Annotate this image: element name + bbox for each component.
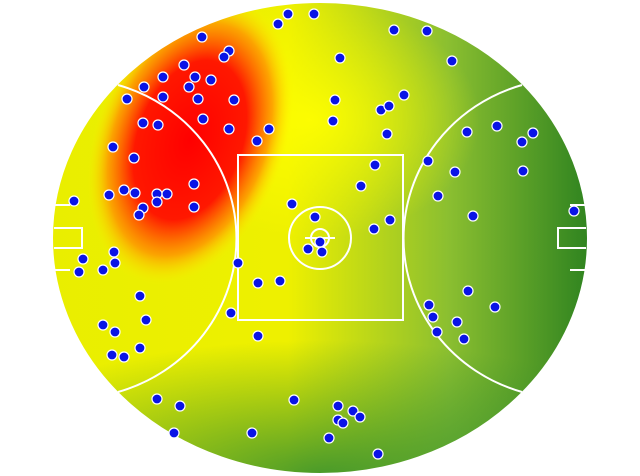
point (384, 214, 396, 226)
point (183, 81, 195, 93)
point (133, 209, 145, 221)
point (121, 93, 133, 105)
point (157, 91, 169, 103)
point (73, 266, 85, 278)
point (381, 128, 393, 140)
point (461, 126, 473, 138)
point (178, 59, 190, 71)
point (516, 136, 528, 148)
point (327, 115, 339, 127)
point (282, 8, 294, 20)
point (334, 52, 346, 64)
point (467, 210, 479, 222)
point (347, 405, 359, 417)
point (517, 165, 529, 177)
point (369, 159, 381, 171)
point (174, 400, 186, 412)
point (218, 51, 230, 63)
point (108, 246, 120, 258)
point (332, 400, 344, 412)
point (252, 330, 264, 342)
point (372, 448, 384, 460)
point (251, 135, 263, 147)
point (197, 113, 209, 125)
point (168, 427, 180, 439)
point (431, 326, 443, 338)
point (103, 189, 115, 201)
point (491, 120, 503, 132)
point (140, 314, 152, 326)
point (527, 127, 539, 139)
point (223, 123, 235, 135)
point (449, 166, 461, 178)
point (288, 394, 300, 406)
point (152, 119, 164, 131)
point (421, 25, 433, 37)
point (138, 81, 150, 93)
point (225, 307, 237, 319)
point (272, 18, 284, 30)
point (368, 223, 380, 235)
point (246, 427, 258, 439)
point (383, 100, 395, 112)
point (109, 257, 121, 269)
point (232, 257, 244, 269)
point (323, 432, 335, 444)
point (134, 342, 146, 354)
point (286, 198, 298, 210)
field-lines (51, 1, 589, 475)
point (568, 205, 580, 217)
point (314, 236, 326, 248)
point (337, 417, 349, 429)
point (157, 71, 169, 83)
point (354, 411, 366, 423)
point (458, 333, 470, 345)
point (109, 326, 121, 338)
point (274, 275, 286, 287)
point (161, 188, 173, 200)
point (68, 195, 80, 207)
point (422, 155, 434, 167)
point (129, 187, 141, 199)
point (398, 89, 410, 101)
point (423, 299, 435, 311)
point (192, 93, 204, 105)
point (205, 74, 217, 86)
point (462, 285, 474, 297)
point (489, 301, 501, 313)
point (188, 178, 200, 190)
point (329, 94, 341, 106)
point (151, 196, 163, 208)
point (118, 184, 130, 196)
point (252, 277, 264, 289)
point (451, 316, 463, 328)
point (97, 264, 109, 276)
point (137, 117, 149, 129)
point (134, 290, 146, 302)
point (97, 319, 109, 331)
point (188, 201, 200, 213)
point (302, 243, 314, 255)
point (427, 311, 439, 323)
point (316, 246, 328, 258)
point (128, 152, 140, 164)
point (432, 190, 444, 202)
point (107, 141, 119, 153)
point (106, 349, 118, 361)
point (151, 393, 163, 405)
point (196, 31, 208, 43)
point (446, 55, 458, 67)
point (309, 211, 321, 223)
point (118, 351, 130, 363)
point (77, 253, 89, 265)
point (263, 123, 275, 135)
point (355, 180, 367, 192)
point (189, 71, 201, 83)
point (228, 94, 240, 106)
point (308, 8, 320, 20)
point (388, 24, 400, 36)
